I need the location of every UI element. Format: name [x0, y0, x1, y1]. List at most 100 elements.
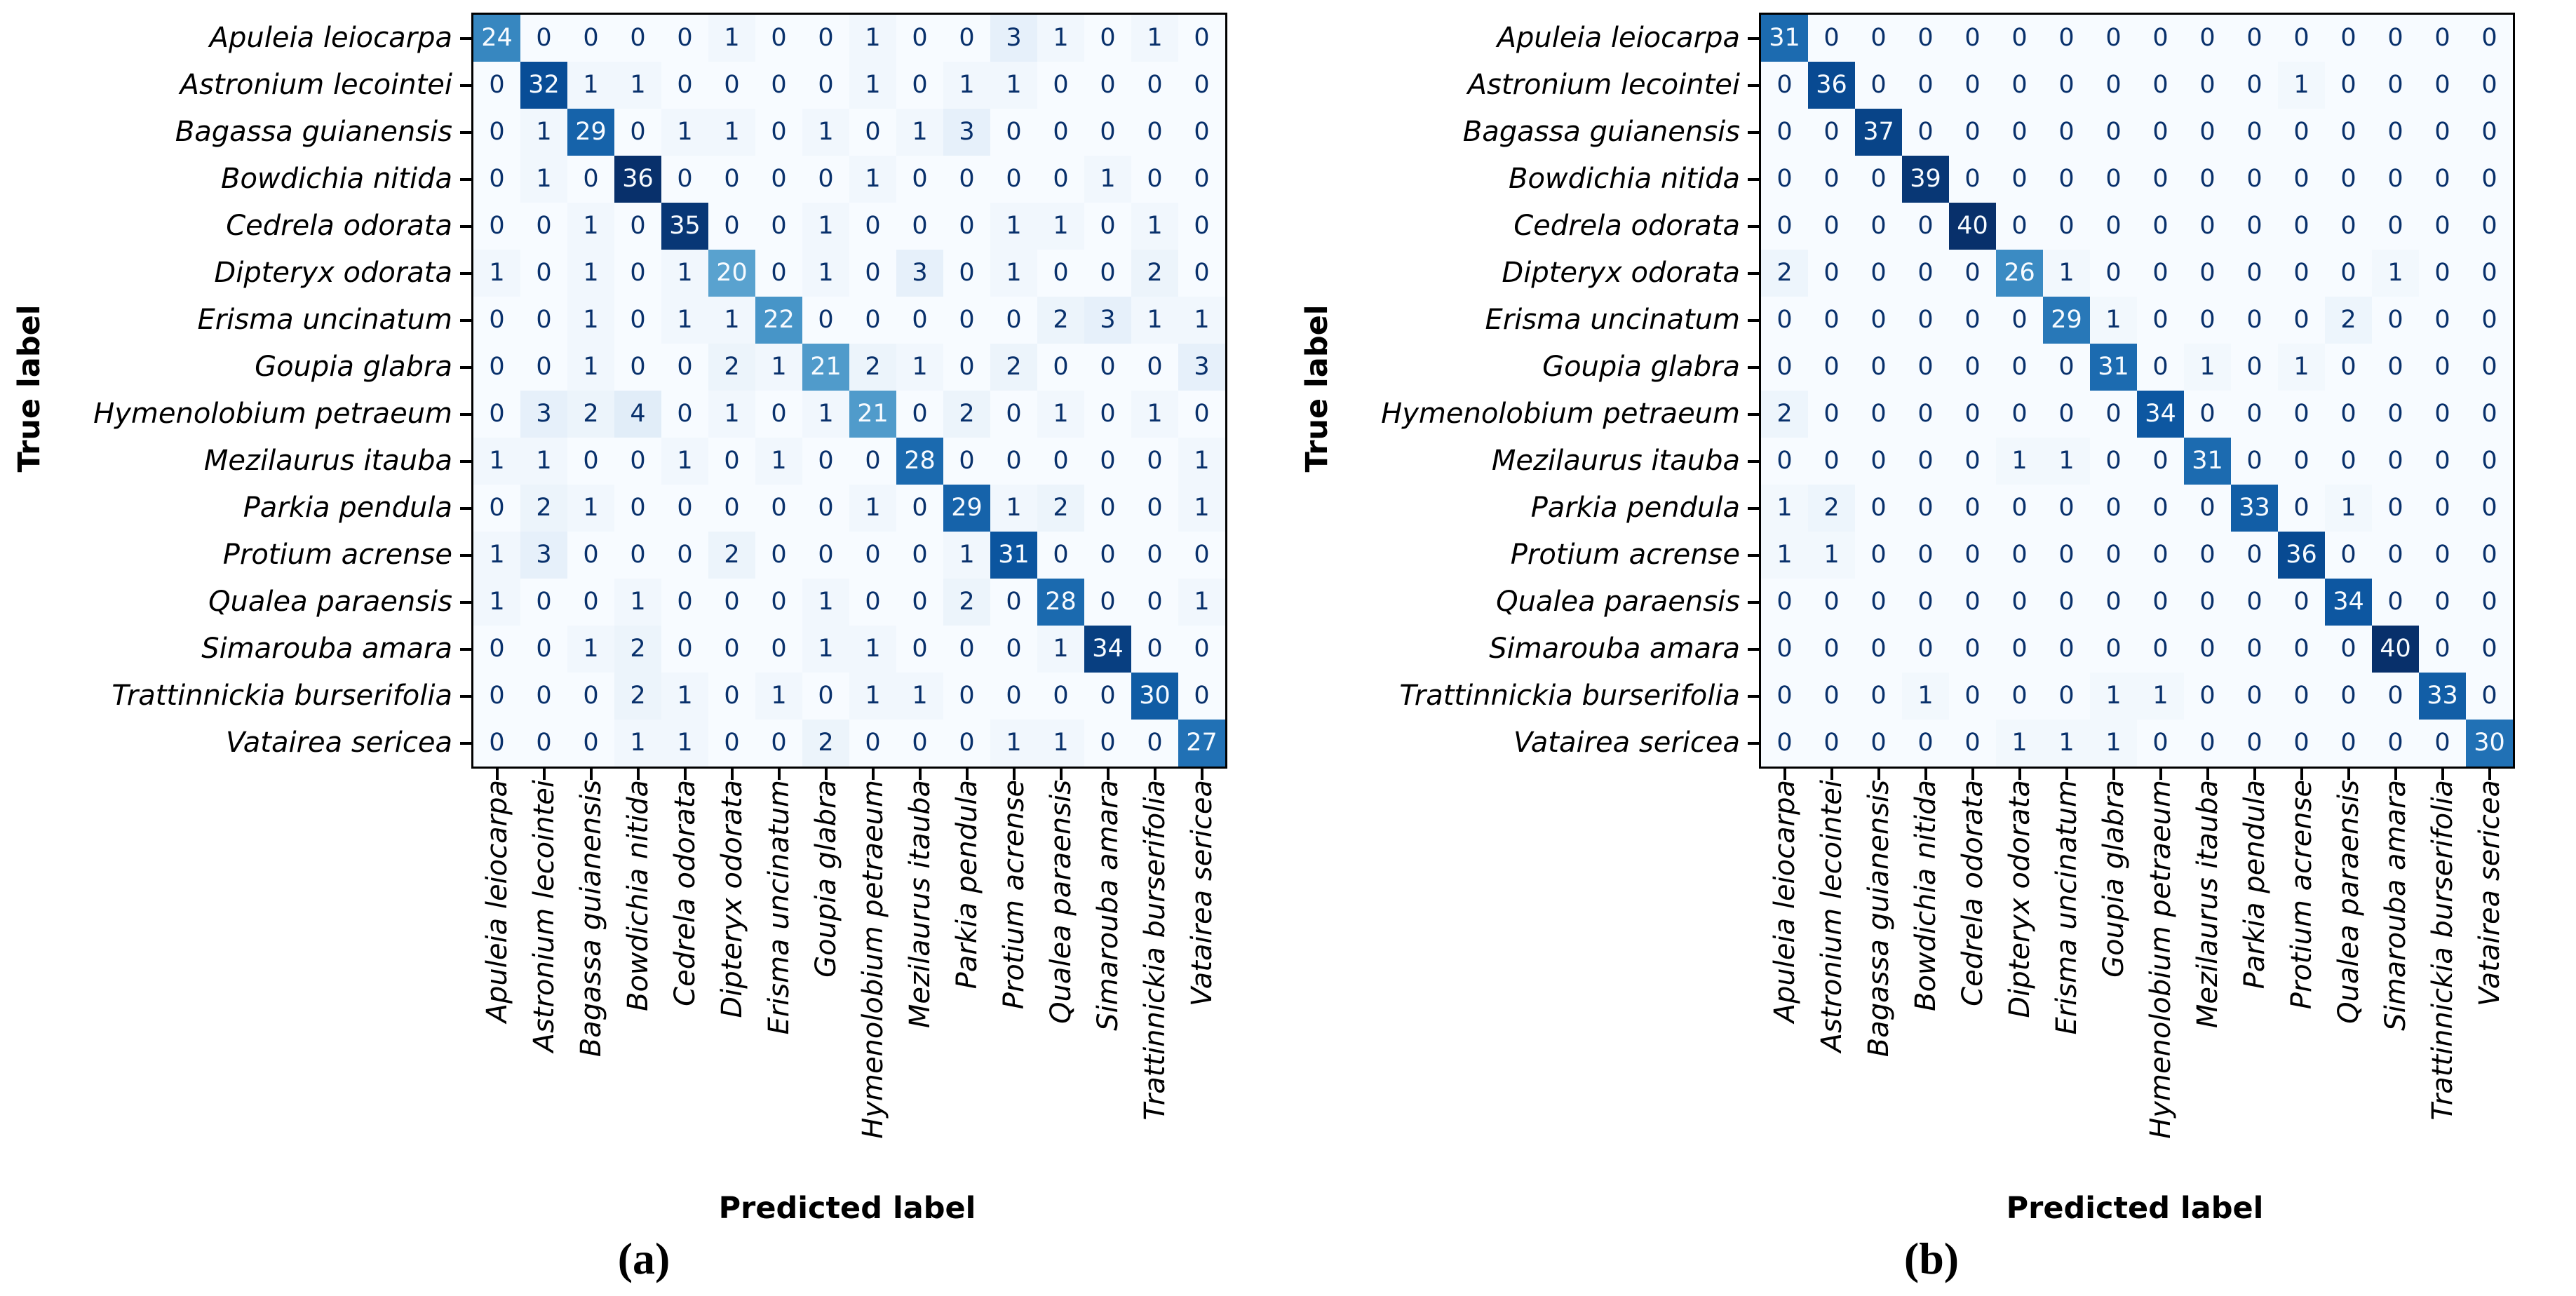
matrix-cell-r11-c7: 0: [802, 532, 849, 579]
matrix-cell-r14-c12: 0: [1037, 673, 1084, 720]
matrix-cell-r2-c15: 0: [1178, 109, 1225, 156]
matrix-cell-r0-c2: 0: [567, 15, 614, 62]
matrix-cell-r4-c13: 0: [2372, 203, 2419, 250]
matrix-cell-r9-c10: 0: [2231, 438, 2278, 485]
matrix-cell-r5-c1: 0: [1808, 250, 1855, 297]
x-tick: [1107, 769, 1110, 780]
matrix-cell-r14-c4: 0: [1949, 673, 1996, 720]
matrix-cell-r6-c0: 0: [473, 297, 520, 344]
matrix-cell-r11-c12: 0: [2325, 532, 2372, 579]
matrix-cell-r6-c1: 0: [1808, 297, 1855, 344]
y-tick: [1748, 695, 1759, 698]
matrix-cell-r7-c1: 0: [1808, 344, 1855, 391]
row-label: Trattinnickia burserifolia: [1399, 680, 1740, 712]
matrix-cell-r6-c11: 0: [990, 297, 1037, 344]
y-tick: [1748, 554, 1759, 557]
col-label: Goupia glabra: [2090, 780, 2137, 1222]
matrix-cell-r12-c5: 0: [1996, 579, 2043, 626]
matrix-cell-r12-c1: 0: [1808, 579, 1855, 626]
col-label-text: Parkia pendula: [950, 780, 983, 990]
matrix-cell-r2-c9: 1: [896, 109, 943, 156]
col-label: Goupia glabra: [802, 780, 849, 1222]
matrix-cell-r7-c11: 1: [2278, 344, 2325, 391]
matrix-cell-r9-c1: 1: [520, 438, 567, 485]
matrix-cell-r8-c6: 0: [2043, 391, 2090, 438]
matrix-cell-r6-c15: 0: [2466, 297, 2513, 344]
matrix-cell-r13-c15: 0: [2466, 626, 2513, 673]
matrix-cell-r7-c6: 1: [755, 344, 802, 391]
matrix-cell-r7-c11: 2: [990, 344, 1037, 391]
matrix-cell-r1-c5: 0: [1996, 62, 2043, 109]
matrix-cell-r11-c5: 2: [708, 532, 755, 579]
col-label: Parkia pendula: [2231, 780, 2278, 1222]
y-tick: [460, 37, 471, 40]
matrix-cell-r0-c11: 3: [990, 15, 1037, 62]
matrix-cell-r14-c6: 1: [755, 673, 802, 720]
matrix-cell-r1-c13: 0: [1084, 62, 1131, 109]
matrix-cell-r12-c10: 2: [943, 579, 990, 626]
matrix-cell-r8-c12: 0: [2325, 391, 2372, 438]
matrix-cell-r4-c14: 1: [1131, 203, 1178, 250]
matrix-cell-r14-c0: 0: [473, 673, 520, 720]
matrix-cell-r13-c14: 0: [2419, 626, 2466, 673]
matrix-cell-r3-c7: 0: [802, 156, 849, 203]
y-tick: [1748, 413, 1759, 416]
x-tick: [1783, 769, 1786, 780]
matrix-cell-r4-c1: 0: [1808, 203, 1855, 250]
col-label-text: Trattinnickia burserifolia: [2426, 780, 2459, 1121]
matrix-cell-r2-c11: 0: [2278, 109, 2325, 156]
matrix-cell-r2-c12: 0: [1037, 109, 1084, 156]
matrix-cell-r3-c3: 36: [614, 156, 661, 203]
matrix-cell-r14-c4: 1: [661, 673, 708, 720]
matrix-cell-r15-c15: 27: [1178, 720, 1225, 767]
matrix-cell-r2-c8: 0: [2137, 109, 2184, 156]
matrix-cell-r3-c1: 1: [520, 156, 567, 203]
matrix-cell-r7-c10: 0: [2231, 344, 2278, 391]
x-tick: [496, 769, 499, 780]
matrix-cell-r11-c8: 0: [2137, 532, 2184, 579]
matrix-cell-r14-c2: 0: [1855, 673, 1902, 720]
row-label: Mezilaurus itauba: [203, 445, 452, 477]
y-tick: [1748, 131, 1759, 134]
matrix-cell-r5-c11: 1: [990, 250, 1037, 297]
matrix-cell-r12-c7: 1: [802, 579, 849, 626]
matrix-cell-r13-c10: 0: [2231, 626, 2278, 673]
matrix-cell-r3-c5: 0: [708, 156, 755, 203]
matrix-cell-r2-c10: 3: [943, 109, 990, 156]
matrix-cell-r13-c6: 0: [755, 626, 802, 673]
matrix-cell-r12-c13: 0: [2372, 579, 2419, 626]
matrix-cell-r8-c11: 0: [2278, 391, 2325, 438]
matrix-cell-r5-c3: 0: [1902, 250, 1949, 297]
matrix-cell-r3-c4: 0: [661, 156, 708, 203]
matrix-cell-r6-c3: 0: [1902, 297, 1949, 344]
matrix-cell-r12-c15: 0: [2466, 579, 2513, 626]
matrix-cell-r5-c5: 20: [708, 250, 755, 297]
matrix-cell-r12-c9: 0: [2184, 579, 2231, 626]
col-label: Cedrela odorata: [1949, 780, 1996, 1222]
matrix-cell-r0-c7: 0: [2090, 15, 2137, 62]
matrix-cell-r6-c4: 0: [1949, 297, 1996, 344]
matrix-cell-r13-c6: 0: [2043, 626, 2090, 673]
row-label: Erisma uncinatum: [1485, 304, 1740, 336]
matrix-cell-r7-c14: 0: [2419, 344, 2466, 391]
matrix-cell-r15-c11: 1: [990, 720, 1037, 767]
matrix-cell-r7-c5: 0: [1996, 344, 2043, 391]
matrix-cell-r1-c4: 0: [1949, 62, 1996, 109]
matrix-cell-r1-c7: 0: [2090, 62, 2137, 109]
col-label: Dipteryx odorata: [708, 780, 755, 1222]
matrix-cell-r11-c2: 0: [1855, 532, 1902, 579]
matrix-cell-r13-c13: 34: [1084, 626, 1131, 673]
matrix-cell-r10-c9: 0: [2184, 485, 2231, 532]
matrix-cell-r8-c10: 0: [2231, 391, 2278, 438]
matrix-cell-r4-c8: 0: [849, 203, 896, 250]
matrix-cell-r6-c9: 0: [896, 297, 943, 344]
matrix-cell-r3-c0: 0: [1761, 156, 1808, 203]
matrix-cell-r13-c0: 0: [473, 626, 520, 673]
matrix-cell-r3-c10: 0: [2231, 156, 2278, 203]
matrix-cell-r5-c12: 0: [1037, 250, 1084, 297]
matrix-cell-r3-c13: 0: [2372, 156, 2419, 203]
row-label: Vatairea sericea: [1513, 727, 1740, 759]
matrix-cell-r8-c14: 1: [1131, 391, 1178, 438]
matrix-cell-r0-c3: 0: [1902, 15, 1949, 62]
col-label: Protium acrense: [2278, 780, 2325, 1222]
